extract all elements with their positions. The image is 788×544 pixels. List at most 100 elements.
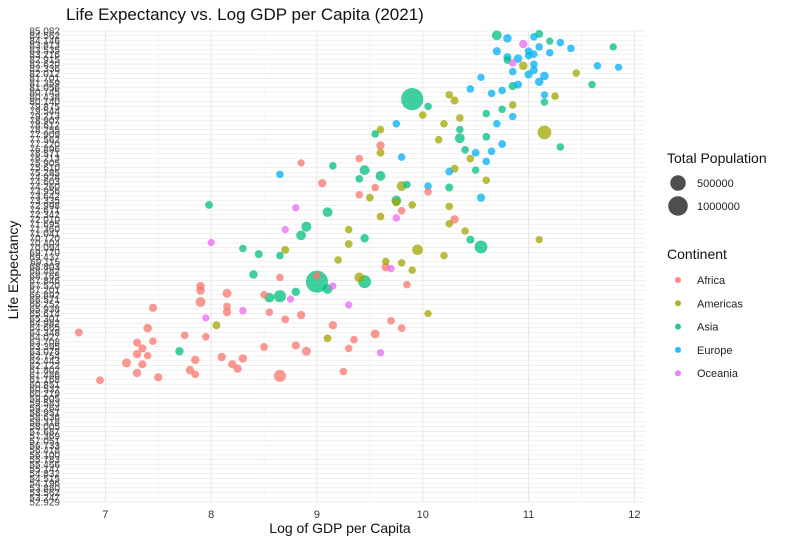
y-tick-label: 59.583 (29, 399, 60, 410)
data-point (355, 175, 364, 183)
data-point (450, 96, 459, 105)
data-point (291, 287, 300, 297)
data-point (344, 240, 353, 248)
data-point (454, 133, 465, 144)
y-tick-label: 58.636 (29, 413, 60, 424)
size-legend-keys: 500000 1000000 (668, 175, 740, 216)
data-point (466, 235, 475, 244)
data-point (207, 238, 215, 247)
data-point (360, 234, 369, 243)
y-tick-label: 73.642 (29, 191, 60, 202)
data-point (195, 296, 206, 308)
data-point (530, 60, 538, 69)
y-tick-label: 55.147 (29, 465, 60, 476)
size-legend-title: Total Population (667, 150, 767, 166)
y-tick-label: 76.213 (29, 154, 60, 165)
data-point (397, 324, 406, 332)
data-point (401, 88, 424, 111)
data-point (445, 219, 454, 228)
y-tick-label: 55.783 (29, 455, 60, 466)
data-point (202, 314, 210, 322)
y-tick-label: 60.219 (29, 389, 60, 400)
data-point (540, 98, 549, 106)
y-tick-label: 53.880 (29, 483, 60, 494)
y-tick-label: 72.342 (29, 210, 60, 221)
data-point (403, 180, 411, 189)
color-legend-label: Africa (697, 275, 726, 287)
y-tick-label: 82.620 (29, 59, 60, 70)
data-point (291, 341, 300, 350)
y-tick-label: 53.247 (29, 493, 60, 504)
data-point (450, 215, 459, 224)
data-point (185, 365, 195, 375)
data-point (376, 141, 385, 150)
data-point (508, 67, 517, 76)
data-point (376, 212, 385, 221)
data-point (149, 337, 157, 345)
data-point (212, 321, 221, 330)
y-tick-label: 73.956 (29, 187, 60, 198)
data-point (239, 306, 247, 315)
data-point (474, 240, 488, 254)
color-legend-key (675, 277, 681, 283)
y-tick-label: 67.520 (29, 281, 60, 292)
data-point (239, 244, 247, 253)
y-tick-label: 66.252 (29, 300, 60, 311)
data-point (371, 183, 379, 192)
color-legend-key (675, 370, 681, 377)
data-point (375, 171, 386, 181)
data-point (121, 358, 132, 368)
data-point (513, 54, 523, 63)
data-point (301, 346, 311, 356)
y-tick-label: 78.612 (29, 121, 60, 132)
x-axis-title: Log of GDP per Capita (269, 520, 411, 536)
data-point (546, 37, 554, 45)
data-point (461, 227, 469, 235)
y-tick-label: 80.438 (29, 92, 60, 103)
data-point (217, 352, 226, 362)
data-point (503, 33, 512, 43)
y-tick-label: 61.168 (29, 375, 60, 386)
data-point (482, 132, 491, 141)
data-point (408, 266, 416, 274)
y-tick-label: 63.395 (29, 342, 60, 353)
data-point (175, 347, 184, 356)
color-legend-label: Europe (697, 345, 732, 357)
data-point (329, 161, 337, 170)
data-point (143, 351, 152, 360)
data-point (138, 344, 147, 353)
y-tick-label: 73.335 (29, 196, 60, 207)
y-tick-label: 64.982 (29, 319, 60, 330)
data-point (296, 310, 306, 320)
data-point (572, 69, 581, 77)
data-point (477, 73, 485, 82)
y-tick-label: 64.348 (29, 328, 60, 339)
legend: Total Population 500000 1000000 Continent… (667, 150, 767, 380)
color-legend-label: Oceania (697, 368, 739, 380)
y-tick-label: 57.369 (29, 432, 60, 443)
data-point (593, 61, 602, 70)
data-point (403, 280, 411, 289)
y-tick-label: 68.803 (29, 262, 60, 273)
data-point (498, 140, 507, 148)
y-tick-label: 53.562 (29, 488, 60, 499)
data-point (329, 282, 337, 290)
data-point (376, 125, 385, 134)
y-axis-ticks: 85.08284.56284.14683.81383.53583.21682.9… (29, 27, 60, 509)
data-point (301, 221, 312, 232)
data-point (482, 176, 491, 185)
size-legend-label: 500000 (697, 178, 734, 190)
data-point (322, 207, 333, 218)
data-point (354, 272, 365, 283)
y-tick-label: 63.078 (29, 347, 60, 358)
data-point (471, 166, 480, 174)
y-axis-title: Life Expectancy (5, 221, 21, 320)
data-point (476, 193, 486, 202)
y-tick-label: 75.285 (29, 168, 60, 179)
data-point (359, 165, 370, 176)
y-tick-label: 80.140 (29, 97, 60, 108)
y-tick-label: 72.010 (29, 215, 60, 226)
color-legend-key (675, 346, 681, 353)
data-point (138, 360, 147, 369)
